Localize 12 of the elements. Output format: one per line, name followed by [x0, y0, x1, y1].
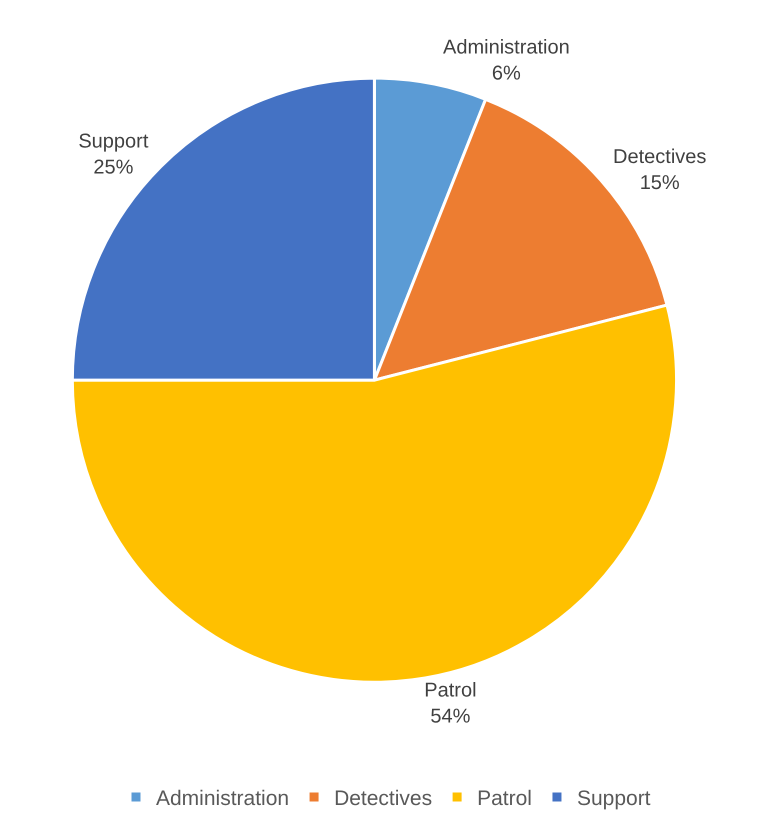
data-label: 6%	[492, 62, 522, 84]
slice-label: Administration	[443, 36, 570, 58]
data-label: 54%	[430, 706, 471, 728]
legend-label: Administration	[156, 787, 290, 810]
slice-label: Support	[78, 130, 149, 153]
legend-label: Detectives	[334, 787, 432, 810]
data-label: 15%	[640, 172, 680, 194]
slice-label: Detectives	[613, 146, 706, 168]
legend-label: Support	[576, 787, 651, 810]
data-label: 25%	[93, 156, 134, 179]
legend-label: Patrol	[477, 787, 532, 810]
slice-label: Patrol	[424, 680, 477, 702]
